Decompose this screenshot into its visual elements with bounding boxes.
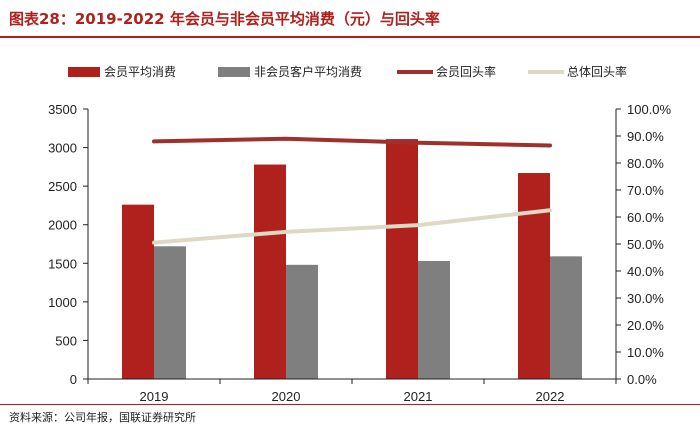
x-axis-label-2020: 2020 <box>272 389 301 404</box>
nonmember-spend-bar-2021 <box>418 260 450 379</box>
left-axis-label: 3500 <box>48 102 77 117</box>
right-axis-label: 10.0% <box>627 345 664 360</box>
left-axis-label: 2500 <box>48 179 77 194</box>
right-axis-label: 70.0% <box>627 183 664 198</box>
title-bar: 图表28：2019-2022 年会员与非会员平均消费（元）与回头率 <box>0 0 700 38</box>
member-spend-bar-2021 <box>386 139 418 379</box>
nonmember-spend-bar-2019 <box>154 246 186 379</box>
source-note: 资料来源：公司年报，国联证券研究所 <box>9 411 196 424</box>
member-spend-bar-2020 <box>254 164 286 379</box>
right-axis-label: 30.0% <box>627 291 664 306</box>
source-divider <box>0 404 700 405</box>
legend-swatch-1 <box>68 67 100 77</box>
right-axis-label: 50.0% <box>627 237 664 252</box>
member-return-rate-line <box>152 136 552 148</box>
x-axis-label-2019: 2019 <box>140 389 169 404</box>
x-axis-label-2022: 2022 <box>536 389 565 404</box>
right-axis-label: 40.0% <box>627 264 664 279</box>
right-axis-label: 20.0% <box>627 318 664 333</box>
right-axis-label: 60.0% <box>627 210 664 225</box>
nonmember-spend-bar-2022 <box>550 256 582 379</box>
nonmember-spend-bar-2020 <box>286 264 318 379</box>
left-axis-label: 500 <box>55 333 77 348</box>
legend-label-2: 非会员客户平均消费 <box>254 64 362 79</box>
right-axis-label: 0.0% <box>627 372 657 387</box>
member-spend-bar-2022 <box>518 173 550 379</box>
right-axis-label: 90.0% <box>627 129 664 144</box>
left-axis-label: 0 <box>70 372 77 387</box>
chart-title: 图表28：2019-2022 年会员与非会员平均消费（元）与回头率 <box>9 10 440 28</box>
left-axis-label: 1000 <box>48 295 77 310</box>
right-axis-label: 100.0% <box>627 102 672 117</box>
x-axis-label-2021: 2021 <box>404 389 433 404</box>
left-axis-label: 3000 <box>48 141 77 156</box>
legend-label-4: 总体回头率 <box>567 64 627 79</box>
legend-label-1: 会员平均消费 <box>104 65 176 79</box>
member-spend-bar-2019 <box>122 204 154 379</box>
left-axis-label: 1500 <box>48 256 77 271</box>
right-axis-label: 80.0% <box>627 156 664 171</box>
overall-return-rate-line <box>152 208 552 245</box>
legend-label-3: 会员回头率 <box>436 64 496 79</box>
left-axis-label: 2000 <box>48 218 77 233</box>
legend-swatch-2 <box>218 67 250 77</box>
